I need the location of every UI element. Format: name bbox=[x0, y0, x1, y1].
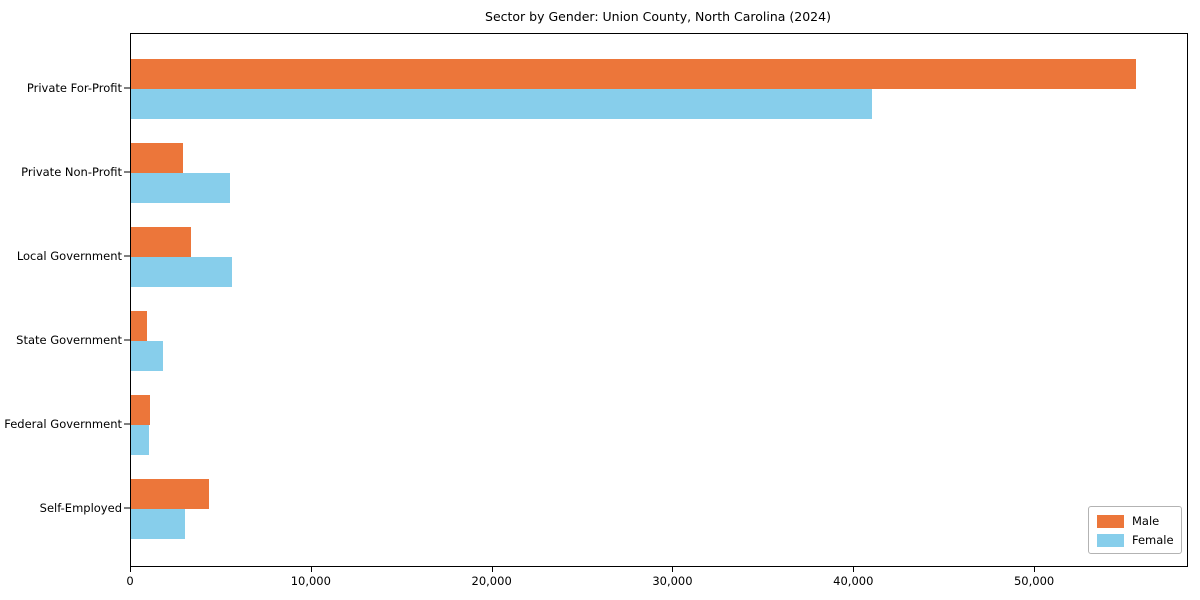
x-tick-label-0: 0 bbox=[126, 574, 134, 588]
y-tick-mark bbox=[124, 423, 130, 425]
legend: Male Female bbox=[1088, 506, 1182, 554]
x-tick-mark bbox=[672, 566, 674, 572]
x-tick-mark bbox=[1034, 566, 1036, 572]
bar-female-self-employed bbox=[131, 509, 186, 539]
y-tick-mark bbox=[124, 87, 130, 89]
y-axis-label-local-government: Local Government bbox=[16, 249, 122, 263]
legend-swatch-female-icon bbox=[1097, 533, 1124, 547]
x-tick-mark bbox=[853, 566, 855, 572]
bar-female-state-government bbox=[131, 341, 163, 371]
y-axis-label-private-non-profit: Private Non-Profit bbox=[21, 165, 122, 179]
bar-female-private-non-profit bbox=[131, 173, 231, 203]
bar-female-private-for-profit bbox=[131, 89, 873, 119]
chart-title: Sector by Gender: Union County, North Ca… bbox=[485, 9, 831, 24]
bar-male-private-for-profit bbox=[131, 59, 1137, 89]
legend-label-female: Female bbox=[1132, 533, 1174, 547]
y-axis-label-state-government: State Government bbox=[16, 333, 122, 347]
bar-male-state-government bbox=[131, 311, 148, 341]
x-tick-mark bbox=[491, 566, 493, 572]
x-tick-label-40000: 40,000 bbox=[833, 574, 874, 588]
bar-male-local-government bbox=[131, 227, 191, 257]
legend-label-male: Male bbox=[1132, 514, 1160, 528]
bar-female-federal-government bbox=[131, 425, 150, 455]
bar-male-private-non-profit bbox=[131, 143, 184, 173]
bar-male-federal-government bbox=[131, 395, 150, 425]
legend-item-female: Female bbox=[1097, 533, 1174, 547]
bar-female-local-government bbox=[131, 257, 233, 287]
y-axis-label-self-employed: Self-Employed bbox=[39, 501, 122, 515]
x-tick-mark bbox=[310, 566, 312, 572]
x-tick-label-50000: 50,000 bbox=[1013, 574, 1055, 588]
x-tick-label-20000: 20,000 bbox=[471, 574, 512, 588]
legend-swatch-male-icon bbox=[1097, 514, 1124, 528]
plot-area bbox=[130, 33, 1188, 567]
y-axis-label-private-for-profit: Private For-Profit bbox=[26, 81, 122, 95]
y-tick-mark bbox=[124, 255, 130, 257]
y-axis-label-federal-government: Federal Government bbox=[4, 417, 122, 431]
y-tick-mark bbox=[124, 339, 130, 341]
x-tick-mark bbox=[130, 566, 131, 572]
legend-item-male: Male bbox=[1097, 514, 1173, 528]
y-tick-mark bbox=[124, 507, 130, 509]
bar-male-self-employed bbox=[131, 479, 209, 509]
x-tick-label-10000: 10,000 bbox=[290, 574, 331, 588]
y-tick-mark bbox=[124, 171, 130, 173]
x-tick-label-30000: 30,000 bbox=[652, 574, 693, 588]
